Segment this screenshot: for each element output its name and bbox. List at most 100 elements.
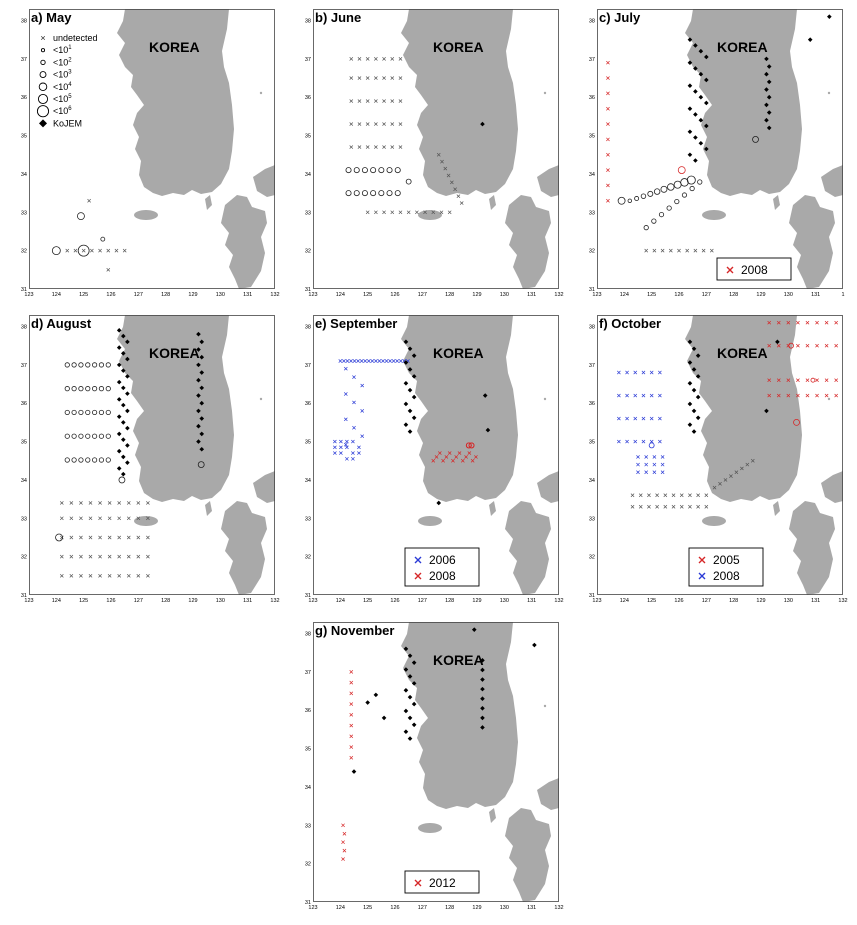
year-cross-icon [726, 266, 734, 274]
lat-tick-label: 33 [21, 516, 27, 522]
lat-tick-label: 31 [21, 287, 27, 293]
undetected-marker [834, 393, 839, 398]
undetected-marker [723, 478, 728, 482]
undetected-marker [696, 493, 700, 498]
lon-tick-label: 129 [188, 292, 197, 298]
lon-tick-label: 130 [500, 598, 509, 604]
undetected-marker [740, 466, 744, 471]
lon-tick-label: 127 [418, 292, 427, 298]
lon-tick-label: 128 [161, 598, 170, 604]
undetected-marker [834, 378, 839, 383]
lat-tick-label: 38 [21, 325, 27, 331]
kojem-marker [365, 700, 370, 705]
undetected-marker [349, 755, 354, 760]
undetected-marker [434, 455, 439, 459]
kojem-marker [693, 112, 698, 117]
abundance-circle [345, 190, 352, 197]
abundance-circle [77, 212, 85, 221]
undetected-marker [363, 359, 368, 363]
undetected-marker [365, 210, 370, 215]
undetected-marker [349, 702, 354, 706]
abundance-circle [361, 190, 368, 197]
undetected-marker [685, 248, 690, 253]
undetected-marker [341, 823, 345, 828]
abundance-circle [64, 433, 70, 439]
kojem-marker [125, 460, 130, 465]
circle-size-icon [39, 71, 47, 79]
lon-tick-label: 127 [418, 905, 427, 911]
lat-tick-label: 31 [305, 593, 311, 599]
lat-tick-label: 33 [21, 210, 27, 216]
undetected-marker [824, 343, 829, 348]
lon-tick-label: 123 [592, 292, 601, 298]
kojem-marker [687, 60, 693, 65]
undetected-marker [88, 554, 93, 559]
undetected-marker [606, 183, 610, 188]
undetected-marker [59, 501, 64, 505]
undetected-marker [352, 400, 356, 405]
undetected-marker [447, 451, 452, 455]
lat-tick-label: 37 [305, 670, 311, 676]
undetected-marker [349, 57, 354, 61]
legend-label: <101 [53, 45, 72, 55]
undetected-marker [117, 535, 122, 540]
map-frame [597, 9, 843, 289]
undetected-marker [606, 168, 610, 172]
abundance-circle [64, 386, 70, 392]
legend-label: <103 [53, 70, 72, 80]
circle-size-icon [37, 93, 49, 105]
abundance-circle [647, 190, 654, 197]
undetected-marker [117, 573, 122, 578]
kojem-marker [687, 339, 693, 345]
undetected-marker [349, 359, 353, 363]
station-markers [345, 57, 485, 215]
undetected-marker [663, 504, 668, 509]
undetected-marker [630, 493, 635, 498]
kojem-marker [704, 146, 709, 152]
lon-tick-label: 128 [161, 292, 170, 298]
abundance-circle [71, 362, 77, 368]
undetected-marker [633, 416, 638, 421]
lon-tick-label: 131 [811, 292, 820, 298]
undetected-marker [365, 76, 370, 80]
undetected-marker [136, 573, 141, 578]
undetected-marker [339, 451, 343, 455]
kojem-marker [121, 402, 126, 408]
undetected-marker [709, 248, 714, 253]
undetected-marker [712, 485, 717, 490]
undetected-marker [98, 501, 102, 505]
kojem-marker [411, 660, 417, 665]
undetected-marker [805, 393, 810, 398]
kojem-marker [687, 152, 693, 158]
undetected-marker [98, 516, 102, 521]
abundance-circle [378, 190, 385, 197]
undetected-marker [660, 470, 665, 475]
kojem-marker [766, 94, 772, 100]
legend-label: <102 [53, 57, 72, 67]
map-area [29, 315, 275, 595]
undetected-marker [660, 455, 665, 459]
undetected-marker [59, 516, 64, 521]
undetected-marker [136, 501, 141, 505]
abundance-circle [85, 457, 91, 463]
lat-tick-label: 38 [21, 19, 27, 25]
lat-tick-label: 34 [21, 172, 27, 178]
undetected-marker [126, 554, 131, 559]
station-markers [606, 14, 832, 253]
kojem-marker [116, 431, 122, 437]
kojem-marker [407, 715, 413, 721]
undetected-marker [79, 554, 83, 559]
abundance-circle [680, 178, 689, 187]
undetected-marker [474, 455, 478, 459]
lon-tick-label: 132 [554, 598, 563, 604]
undetected-marker [390, 57, 395, 61]
undetected-marker [351, 451, 355, 455]
lon-tick-label: 130 [216, 598, 225, 604]
undetected-marker [647, 493, 651, 498]
undetected-marker [338, 359, 343, 363]
lon-tick-label: 132 [270, 292, 279, 298]
kojem-marker [485, 427, 491, 433]
lon-tick-label: 124 [336, 905, 345, 911]
undetected-marker [439, 210, 444, 215]
lon-tick-label: 130 [784, 598, 793, 604]
